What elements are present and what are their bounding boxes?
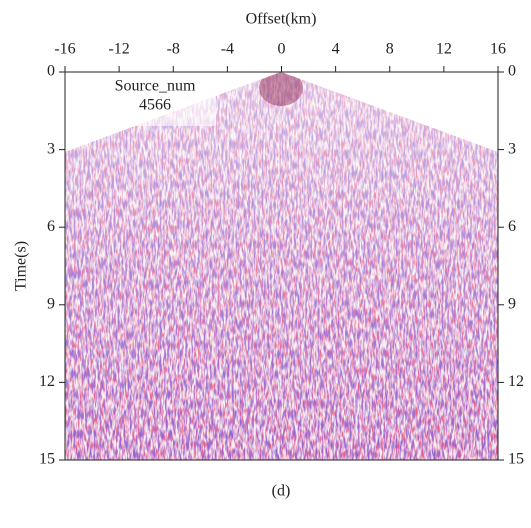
y-tick-label: 9 <box>47 295 55 312</box>
x-axis-label: Offset(km) <box>246 11 317 28</box>
x-tick-label: -12 <box>108 41 129 58</box>
caption: (d) <box>272 483 291 500</box>
annotation-box <box>78 76 216 126</box>
x-tick-label: -4 <box>221 41 234 58</box>
x-tick-label: 16 <box>490 41 506 58</box>
y-tick-label: 6 <box>47 218 55 235</box>
y2-tick-label: 12 <box>508 373 524 390</box>
y2-tick-label: 9 <box>508 295 516 312</box>
y-tick-label: 3 <box>47 140 55 157</box>
y-tick-label: 15 <box>39 451 55 468</box>
x-tick-label: -16 <box>54 41 75 58</box>
x-tick-label: 4 <box>332 41 340 58</box>
x-tick-label: 8 <box>386 41 394 58</box>
annotation: Source_num <box>115 78 196 95</box>
x-tick-label: 12 <box>436 41 452 58</box>
seismic-image <box>65 72 498 460</box>
y2-tick-label: 0 <box>508 63 516 80</box>
x-tick-label: 0 <box>278 41 286 58</box>
y2-tick-label: 3 <box>508 140 516 157</box>
x-tick-label: -8 <box>167 41 180 58</box>
y2-tick-label: 6 <box>508 218 516 235</box>
y-tick-label: 0 <box>47 63 55 80</box>
y-tick-label: 12 <box>39 373 55 390</box>
y2-tick-label: 15 <box>508 451 524 468</box>
annotation: 4566 <box>139 97 171 114</box>
y-axis-label: Time(s) <box>13 241 30 291</box>
